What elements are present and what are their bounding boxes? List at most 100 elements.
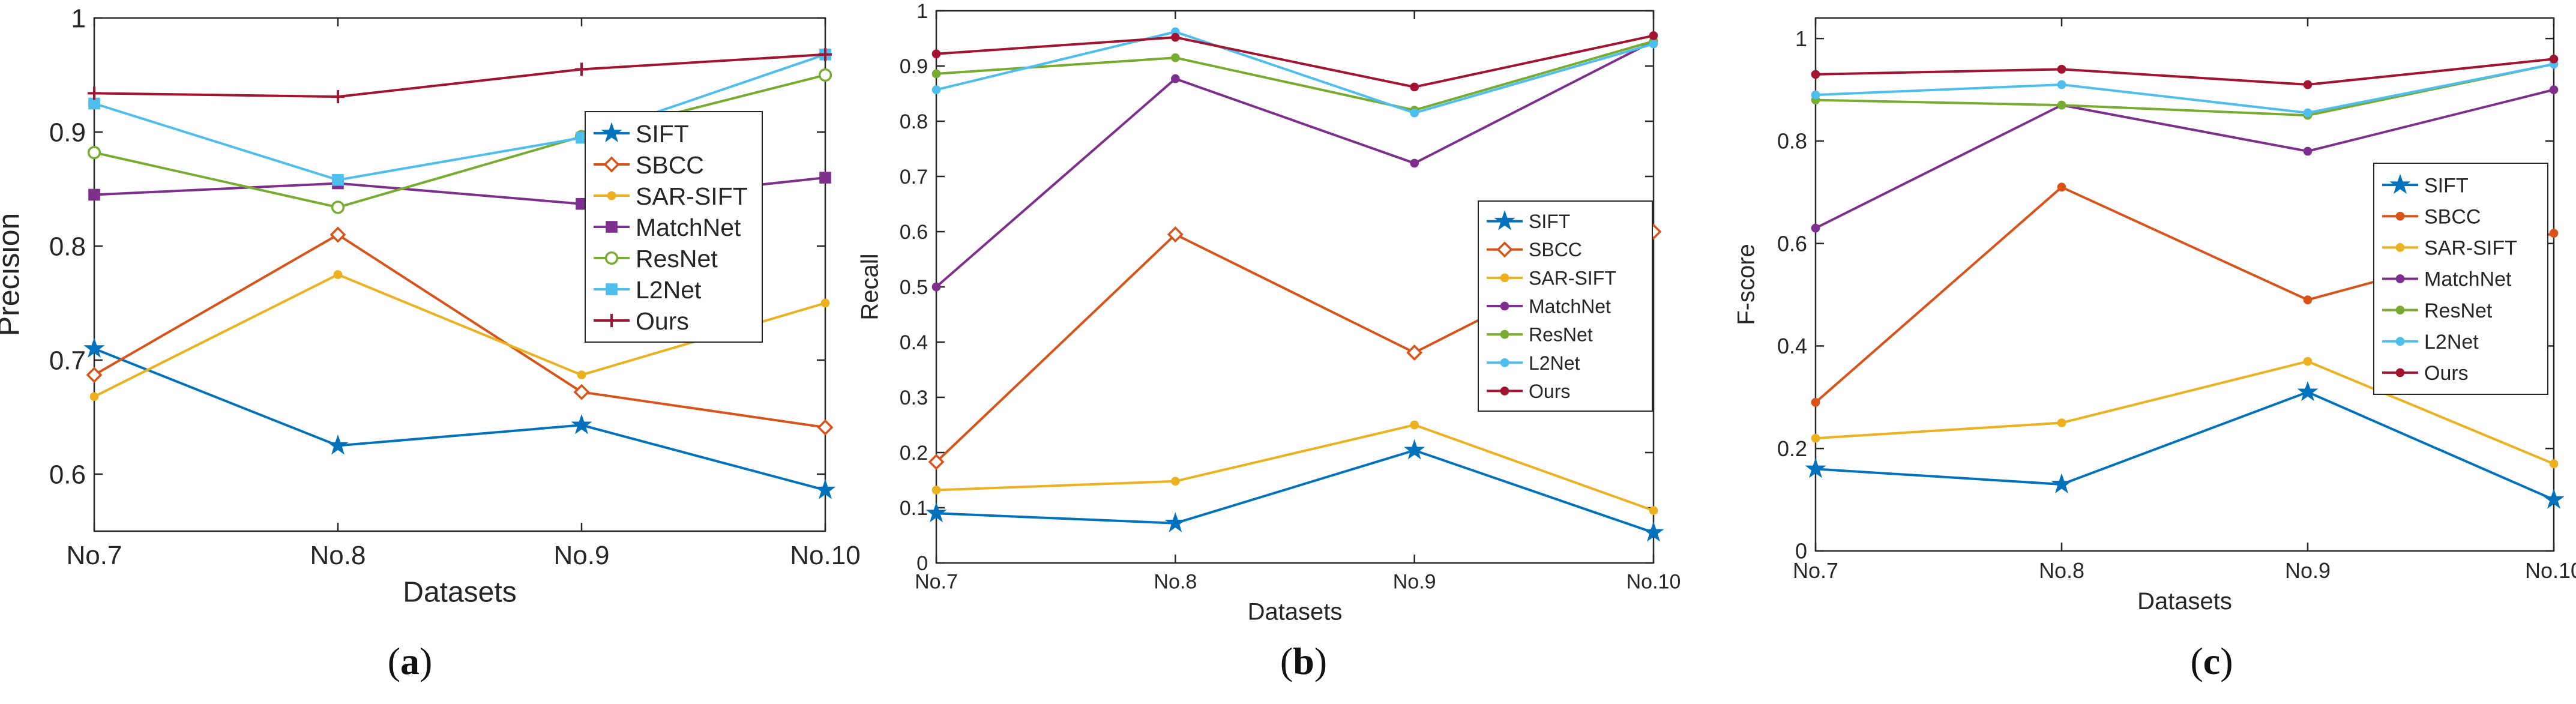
ytick-label-1-2: 0.2 (900, 442, 928, 465)
data-point-0-sar-sift-1 (333, 270, 343, 279)
legend-label-2-0: SIFT (2424, 174, 2469, 197)
series-line-2-matchnet (1815, 88, 2554, 229)
data-point-2-ours-3 (2549, 54, 2559, 64)
legend-marker-1-4 (1500, 329, 1509, 339)
data-point-2-matchnet-0 (1811, 223, 1820, 233)
legend-label-1-4: ResNet (1529, 324, 1593, 346)
data-point-1-ours-0 (931, 49, 941, 59)
data-point-1-sift-2 (1404, 439, 1425, 460)
data-point-1-ours-3 (1649, 31, 1658, 40)
data-point-2-matchnet-2 (2303, 146, 2313, 156)
legend-label-2-4: ResNet (2424, 299, 2493, 322)
ytick-label-1-1: 0.1 (900, 497, 928, 520)
chart-2: 0 0.2 0.4 0.6 0.8 1 No.7 No.8 No.9 No.10 Datasets F… (1733, 17, 2576, 615)
xtick-label-1-1: No.8 (1154, 571, 1197, 594)
yaxis-label-1: Recall (856, 253, 883, 320)
data-point-0-ours-3 (819, 47, 832, 61)
data-point-0-sift-0 (83, 337, 105, 358)
data-point-2-sar-sift-3 (2549, 459, 2559, 469)
legend-marker-0-0 (601, 122, 622, 143)
data-point-1-ours-2 (1410, 82, 1419, 92)
data-point-1-ours-1 (1170, 32, 1180, 42)
legend-label-2-3: MatchNet (2424, 268, 2512, 291)
xtick-label-1-3: No.10 (1627, 571, 1681, 594)
data-point-0-matchnet-0 (88, 188, 100, 201)
series-line-2-sar-sift (1815, 360, 2554, 465)
xaxis-label-0: Datasets (403, 576, 516, 608)
legend-marker-2-5 (2395, 337, 2405, 346)
legend-label-1-0: SIFT (1529, 211, 1570, 232)
chart-0: 0.6 0.7 0.8 0.9 1 No.7 No.8 No.9 No.10 Datasets Pr… (0, 4, 861, 608)
ytick-label-1-3: 0.3 (900, 387, 928, 409)
data-point-1-matchnet-1 (1170, 74, 1180, 83)
legend-marker-0-5 (606, 283, 618, 295)
xaxis-label-1: Datasets (1248, 599, 1343, 625)
legend-label-0-6: Ours (636, 307, 689, 335)
caption-c-letter: c (2203, 640, 2221, 682)
data-point-1-sift-0 (925, 502, 947, 523)
data-point-2-ours-0 (1811, 70, 1820, 79)
series-line-0-resnet (94, 74, 826, 209)
data-point-2-sar-sift-2 (2303, 357, 2313, 366)
data-point-0-resnet-3 (818, 68, 832, 82)
legend-marker-1-1 (1496, 241, 1513, 258)
xtick-label-2-0: No.7 (1793, 558, 1838, 583)
legend-marker-2-6 (2395, 368, 2405, 378)
data-point-2-l2net-2 (2303, 108, 2313, 118)
caption-b: (b) (1280, 640, 1328, 682)
legend-marker-1-3 (1500, 301, 1509, 311)
data-point-2-sbcc-0 (1811, 398, 1820, 407)
xtick-label-0-1: No.8 (310, 541, 366, 570)
legend-marker-0-2 (607, 191, 616, 200)
legend-label-2-2: SAR-SIFT (2424, 237, 2517, 260)
ytick-label-0-1: 0.7 (49, 346, 86, 375)
ytick-label-2-1: 0.2 (1777, 436, 1807, 461)
xtick-label-1-2: No.9 (1393, 571, 1436, 594)
data-point-0-sift-1 (327, 435, 349, 455)
xtick-label-2-3: No.10 (2525, 558, 2576, 583)
data-point-0-matchnet-3 (819, 172, 831, 184)
data-point-0-sbcc-3 (817, 419, 834, 436)
ytick-label-1-0: 0 (916, 552, 928, 575)
series-line-1-sift (936, 449, 1654, 534)
data-point-1-l2net-2 (1410, 108, 1419, 118)
data-point-0-sbcc-2 (573, 384, 590, 400)
ytick-label-1-6: 0.6 (900, 221, 928, 244)
xtick-label-2-1: No.8 (2039, 558, 2084, 583)
data-point-1-sar-sift-0 (931, 486, 941, 495)
legend-marker-0-1 (603, 156, 620, 173)
series-line-1-l2net (936, 30, 1654, 115)
data-point-0-l2net-1 (332, 174, 344, 186)
data-point-0-sift-3 (814, 479, 836, 499)
legend-marker-0-3 (606, 221, 618, 233)
legend-marker-1-6 (1500, 387, 1509, 396)
data-point-2-sift-2 (2297, 381, 2319, 402)
data-point-1-l2net-3 (1649, 39, 1658, 49)
legend-marker-2-3 (2395, 274, 2405, 283)
data-point-2-sar-sift-0 (1811, 433, 1820, 443)
legend-marker-0-6 (605, 314, 618, 327)
legend-label-0-3: MatchNet (636, 214, 741, 241)
legend-label-1-2: SAR-SIFT (1529, 267, 1616, 289)
caption-c: (c) (2190, 640, 2233, 682)
legend-label-2-1: SBCC (2424, 205, 2481, 228)
ytick-label-2-2: 0.4 (1777, 334, 1807, 358)
ytick-label-1-9: 0.9 (900, 55, 928, 78)
legend-marker-2-0 (2389, 173, 2411, 194)
data-point-0-sar-sift-0 (89, 392, 99, 402)
yaxis-label-0: Precision (0, 213, 25, 337)
series-line-1-matchnet (935, 40, 1654, 288)
data-point-1-l2net-0 (931, 85, 941, 94)
data-point-1-sbcc-1 (1167, 226, 1184, 243)
legend-marker-2-1 (2395, 211, 2405, 221)
ytick-label-1-7: 0.7 (900, 166, 928, 188)
ytick-label-0-0: 0.6 (49, 460, 86, 489)
data-point-1-sar-sift-3 (1649, 506, 1658, 515)
series-line-0-l2net (94, 53, 826, 181)
xtick-label-0-2: No.9 (554, 541, 610, 570)
data-point-1-sar-sift-2 (1410, 420, 1419, 430)
ytick-label-0-4: 1 (71, 4, 86, 33)
xtick-label-1-0: No.7 (915, 571, 958, 594)
